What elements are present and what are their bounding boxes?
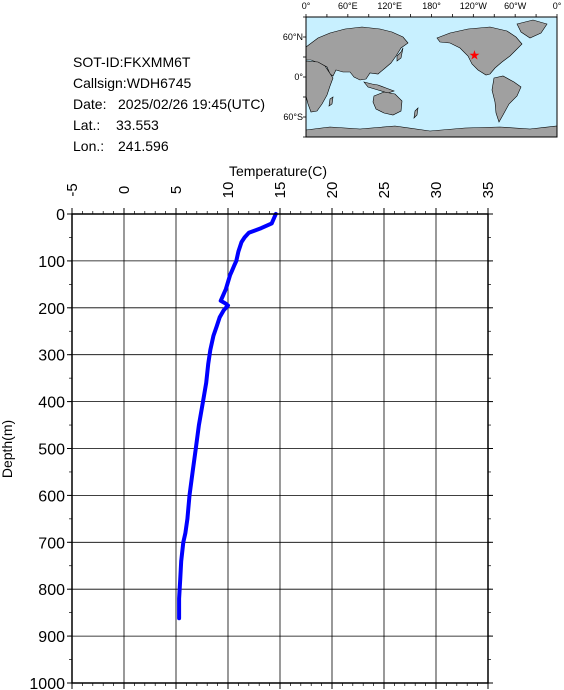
float-position-marker: ★ — [469, 48, 481, 63]
x-tick-label: 0 — [116, 186, 133, 194]
y-tick-label: 0 — [56, 207, 65, 224]
x-axis-label: Temperature(C) — [229, 163, 327, 179]
date-label: Date: — [73, 96, 107, 112]
plot-frame — [71, 213, 489, 684]
lon-row: Lon.: 241.596 — [73, 136, 265, 157]
lat-label: Lat.: — [73, 117, 101, 133]
callsign-text: Callsign:WDH6745 — [73, 75, 192, 91]
date-row: Date: 2025/02/26 19:45(UTC) — [73, 94, 265, 115]
x-tick-label: 10 — [220, 182, 237, 199]
land-south-america — [491, 75, 522, 123]
sot-id-text: SOT-ID:FKXMM6T — [73, 54, 191, 70]
land-indonesia — [363, 81, 395, 94]
y-tick-label: 700 — [38, 535, 65, 552]
x-tick-label: -5 — [64, 183, 81, 196]
map-landmasses — [305, 19, 558, 138]
lon-label: Lon.: — [73, 138, 105, 154]
x-tick-label: 30 — [428, 182, 445, 199]
y-tick-label: 100 — [38, 254, 65, 271]
map-lat-label: 60°S — [283, 112, 303, 122]
y-tick-label: 200 — [38, 301, 65, 318]
x-tick-label: 25 — [376, 182, 393, 199]
map-lon-label: 0° — [302, 1, 311, 11]
lat-value: 33.553 — [116, 117, 159, 133]
map-lon-label: 60°W — [504, 1, 527, 11]
map-frame-ticks — [303, 14, 558, 138]
chart-grid — [71, 213, 489, 684]
map-longitude-labels: 0° 60°E 120°E 180° 120°W 60°W 0° — [302, 1, 562, 11]
y-tick-label: 600 — [38, 488, 65, 505]
lat-row: Lat.: 33.553 — [73, 115, 265, 136]
y-tick-label: 1000 — [29, 676, 65, 690]
map-lat-label: 0° — [294, 72, 303, 82]
y-tick-label: 400 — [38, 395, 65, 412]
map-lon-label: 120°W — [460, 1, 488, 11]
map-lon-label: 120°E — [377, 1, 402, 11]
land-madagascar — [328, 96, 334, 107]
x-tick-label: 5 — [168, 186, 185, 194]
land-greenland — [516, 19, 548, 39]
float-info-panel: SOT-ID:FKXMM6T Callsign:WDH6745 Date: 202… — [73, 52, 265, 157]
map-lat-label: 60°N — [283, 32, 303, 42]
y-tick-label: 300 — [38, 348, 65, 365]
y-axis-ticks: 0 100 200 300 400 500 600 700 800 900 1000 — [29, 207, 493, 690]
y-tick-label: 800 — [38, 582, 65, 599]
land-new-zealand — [413, 107, 419, 119]
x-tick-label: 35 — [480, 182, 497, 199]
date-value: 2025/02/26 19:45(UTC) — [118, 96, 266, 112]
y-tick-label: 500 — [38, 442, 65, 459]
land-north-america — [436, 26, 523, 76]
x-tick-label: 15 — [272, 182, 289, 199]
map-lon-label: 60°E — [338, 1, 358, 11]
map-lon-label: 0° — [553, 1, 562, 11]
land-japan — [396, 47, 404, 62]
y-tick-label: 900 — [38, 629, 65, 646]
land-australia — [372, 91, 403, 116]
x-tick-label: 20 — [324, 182, 341, 199]
map-latitude-labels: 60°N 0° 60°S — [283, 32, 304, 122]
chart-series — [177, 212, 278, 621]
temperature-profile-line — [177, 212, 278, 621]
world-location-map: 0° 60°E 120°E 180° 120°W 60°W 0° 60°N 0° 60°S ★ — [283, 1, 562, 138]
lon-value: 241.596 — [118, 138, 169, 154]
y-axis-label: Depth(m) — [0, 420, 15, 478]
land-africa — [305, 60, 334, 113]
x-axis-ticks: -5 0 5 10 15 20 25 30 35 — [64, 182, 497, 689]
map-lon-label: 180° — [422, 1, 441, 11]
